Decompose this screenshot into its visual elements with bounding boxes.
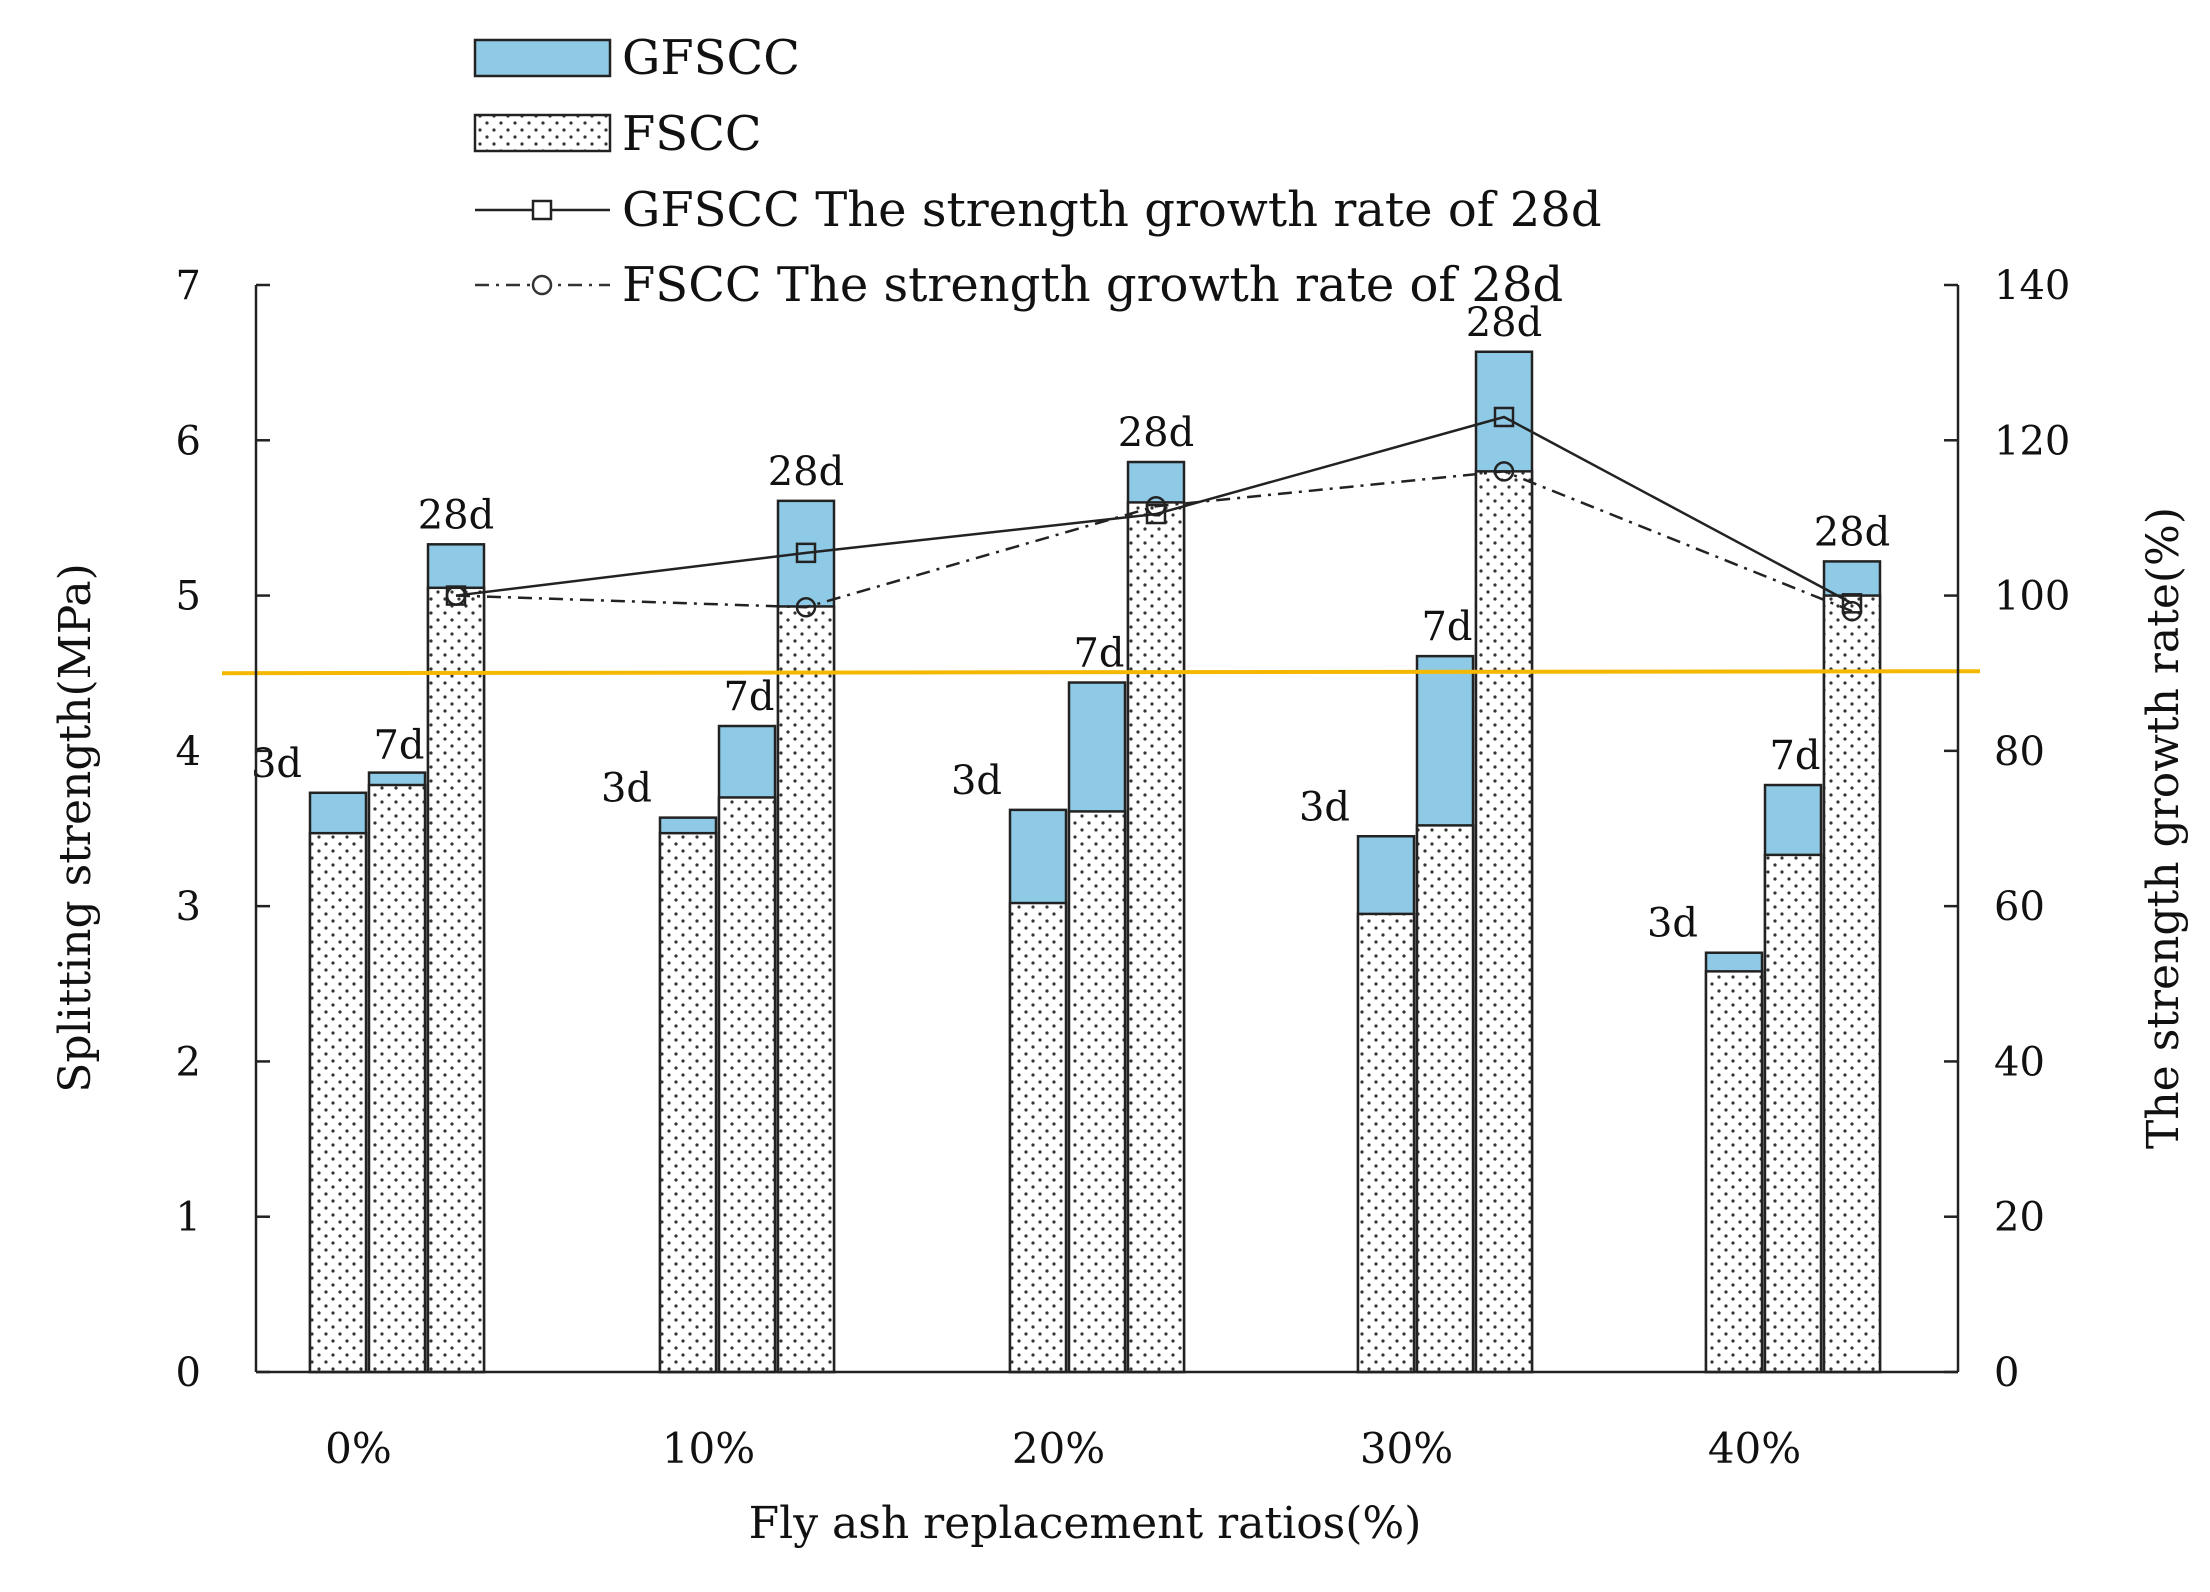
x-tick-label: 40%: [1708, 1424, 1801, 1473]
bar-age-label: 28d: [768, 449, 845, 495]
y2-tick-label: 140: [1994, 263, 2070, 309]
growth-point-fscc: [1841, 600, 1863, 622]
bar-age-label: 7d: [723, 674, 774, 720]
legend-marker-circle: [531, 274, 553, 296]
y-tick-label: 4: [176, 729, 201, 775]
bar-fscc: [1067, 810, 1127, 1374]
y-tick-label: 6: [176, 418, 201, 464]
bar-fscc: [776, 605, 836, 1374]
bar-age-label: 3d: [1299, 784, 1350, 830]
bar-age-label: 3d: [251, 741, 302, 787]
y2-tick-label: 40: [1994, 1039, 2045, 1085]
growth-point-fscc: [1493, 461, 1515, 482]
y2-tick-label: 20: [1994, 1195, 2045, 1241]
growth-point-gfscc: [1841, 593, 1863, 614]
legend-label-fscc-growth: FSCC The strength growth rate of 28d: [622, 257, 1563, 313]
bar-fscc: [1356, 912, 1416, 1374]
growth-point-fscc: [1145, 496, 1167, 517]
bar-fscc: [1415, 824, 1475, 1374]
bar-fscc: [367, 783, 427, 1374]
bar-age-label: 7d: [1769, 733, 1820, 779]
y-tick-label: 1: [176, 1195, 201, 1241]
y-tick-label: 3: [176, 884, 201, 930]
bar-age-label: 28d: [1118, 410, 1195, 456]
y2-tick-label: 120: [1994, 418, 2070, 464]
bar-fscc: [426, 586, 486, 1374]
x-tick-label: 30%: [1360, 1424, 1453, 1473]
y-tick-label: 0: [176, 1350, 201, 1396]
y-axis-title: Splitting strength(MPa): [50, 563, 101, 1092]
ticks: 0 1 2 3 4 5 6 7 0 20 40 60 80 100 120 140: [176, 263, 2071, 1396]
bar-age-label: 28d: [1814, 509, 1891, 555]
bar-fscc: [1474, 470, 1534, 1374]
x-tick-label: 20%: [1012, 1424, 1105, 1473]
bar-age-label: 7d: [1073, 631, 1124, 677]
x-axis-title: Fly ash replacement ratios(%): [749, 1498, 1422, 1549]
growth-point-fscc: [445, 585, 467, 606]
bar-age-label: 7d: [1421, 604, 1472, 650]
legend-label-fscc: FSCC: [622, 106, 762, 162]
bar-age-label: 28d: [1466, 300, 1543, 346]
x-tick-label: 10%: [662, 1424, 755, 1473]
y2-tick-label: 60: [1994, 884, 2045, 930]
bar-fscc: [1763, 853, 1823, 1374]
y-tick-label: 7: [176, 263, 201, 309]
bar-fscc: [658, 831, 718, 1374]
legend-swatch-fscc: [473, 113, 612, 153]
growth-line-fscc: [455, 470, 1853, 613]
legend-marker-square: [531, 199, 553, 221]
reference-line: [221, 669, 1981, 676]
legend-swatch-gfscc: [473, 38, 612, 78]
y2-tick-label: 100: [1994, 574, 2070, 620]
bar-fscc: [308, 831, 368, 1374]
bar-age-label: 28d: [418, 492, 495, 538]
growth-point-fscc: [795, 596, 817, 618]
bar-age-label: 7d: [373, 723, 424, 769]
legend: GFSCC FSCC GFSCC The strength growth rat…: [473, 30, 1602, 313]
growth-point-gfscc: [1493, 406, 1515, 428]
growth-point-gfscc: [795, 542, 817, 564]
legend-label-gfscc-growth: GFSCC The strength growth rate of 28d: [622, 182, 1602, 238]
bar-fscc: [1126, 501, 1186, 1374]
legend-label-gfscc: GFSCC: [622, 30, 800, 86]
y2-tick-label: 0: [1994, 1350, 2019, 1396]
bar-fscc: [1704, 970, 1764, 1374]
y-tick-label: 5: [176, 574, 201, 620]
bar-fscc: [1008, 901, 1068, 1374]
bar-age-label: 3d: [951, 758, 1002, 804]
y-tick-label: 2: [176, 1039, 201, 1085]
bar-fscc: [717, 796, 777, 1374]
plot-area: 3d 7d 28d 0% 3d 7d 28d 10% 3d 7d 28d 20% 3d 7d 28d 30% 3…: [221, 300, 1981, 1473]
bar-fscc: [1822, 594, 1882, 1374]
y2-axis-title: The strength growth rate(%): [2138, 507, 2189, 1149]
bar-age-label: 3d: [601, 766, 652, 812]
y2-tick-label: 80: [1994, 729, 2045, 775]
x-tick-label: 0%: [325, 1424, 392, 1473]
bar-age-label: 3d: [1647, 901, 1698, 947]
